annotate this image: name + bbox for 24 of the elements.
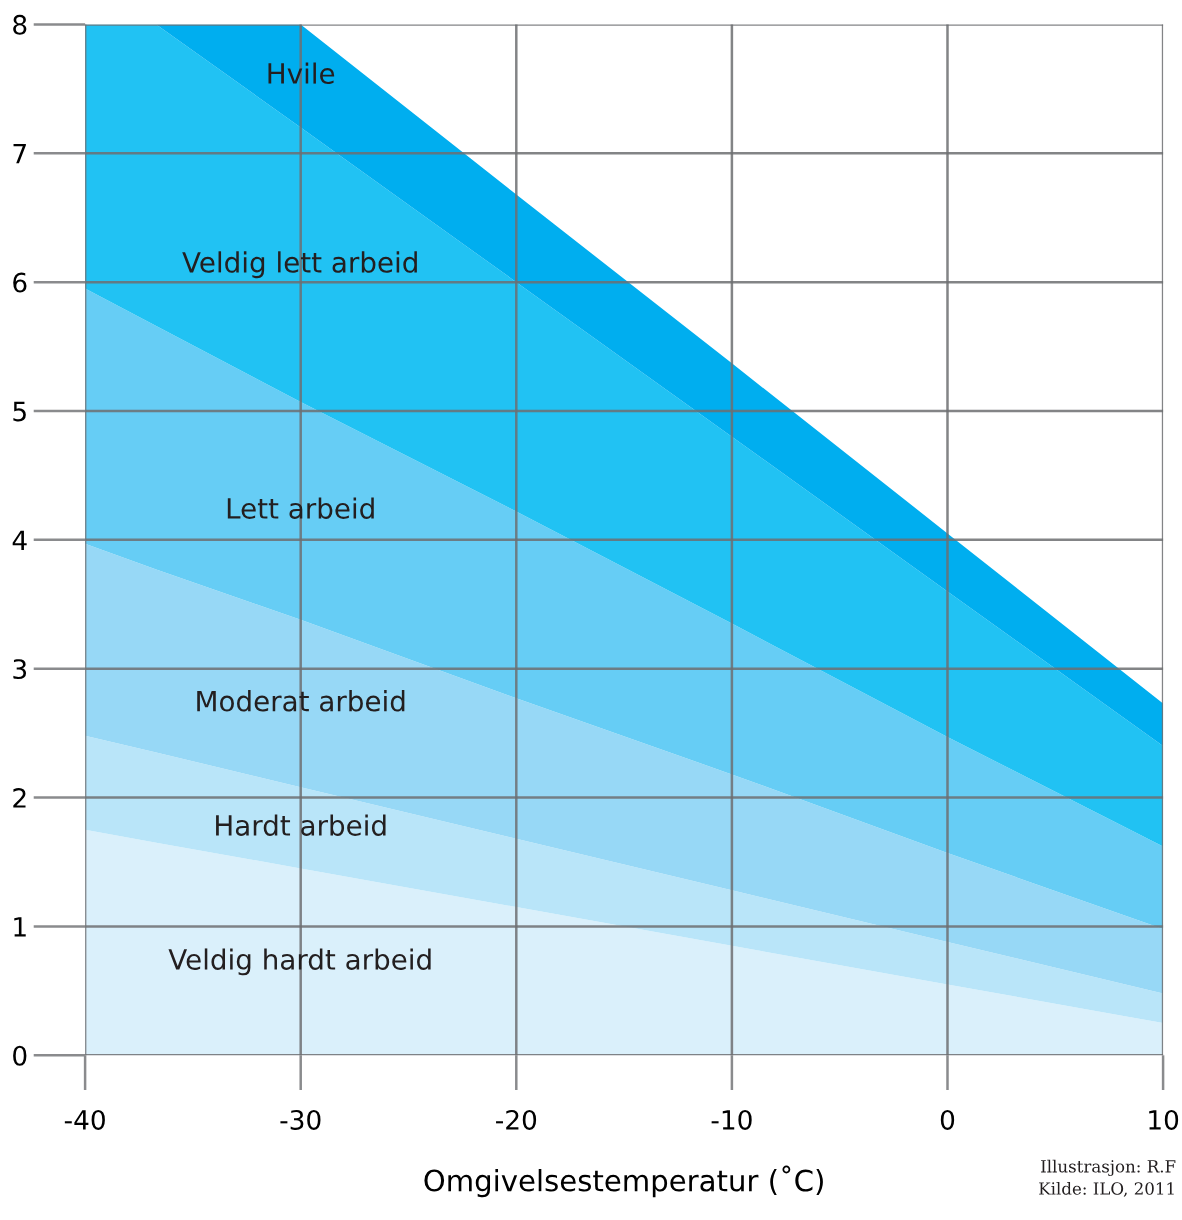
text: Illustrasjon: R.F bbox=[1041, 1159, 1176, 1177]
y-tick-label: 5 bbox=[13, 401, 26, 422]
x-tick-label: -40 bbox=[64, 1109, 105, 1130]
y-tick-label: 4 bbox=[12, 530, 27, 550]
y-tick-label: 8 bbox=[13, 14, 27, 35]
y-tick-label: 7 bbox=[13, 144, 26, 164]
x-tick-label: 10 bbox=[1149, 1109, 1179, 1130]
y-tick-label: 1 bbox=[14, 917, 26, 937]
x-tick-label: -30 bbox=[280, 1109, 321, 1130]
text: Kilde: ILO, 2011 bbox=[1039, 1181, 1174, 1197]
y-tick-label: 0 bbox=[13, 1045, 27, 1066]
y-tick-label: 6 bbox=[13, 272, 27, 293]
y-tick-label: 3 bbox=[13, 659, 27, 680]
series-label: Hvile bbox=[268, 62, 335, 84]
series-label: Lett arbeid bbox=[227, 497, 374, 519]
series-label: Hardt arbeid bbox=[216, 814, 386, 836]
x-tick-label: 0 bbox=[940, 1109, 955, 1130]
x-tick-label: -10 bbox=[711, 1109, 752, 1130]
series-label: Veldig hardt arbeid bbox=[168, 948, 431, 976]
y-tick-label: 2 bbox=[13, 788, 26, 808]
x-tick-label: -20 bbox=[496, 1109, 537, 1130]
x-axis-title: Omgivelsestemperatur (˚C) bbox=[424, 1165, 823, 1198]
series-label: Veldig lett arbeid bbox=[182, 251, 417, 279]
series-label: Moderat arbeid bbox=[197, 690, 405, 712]
